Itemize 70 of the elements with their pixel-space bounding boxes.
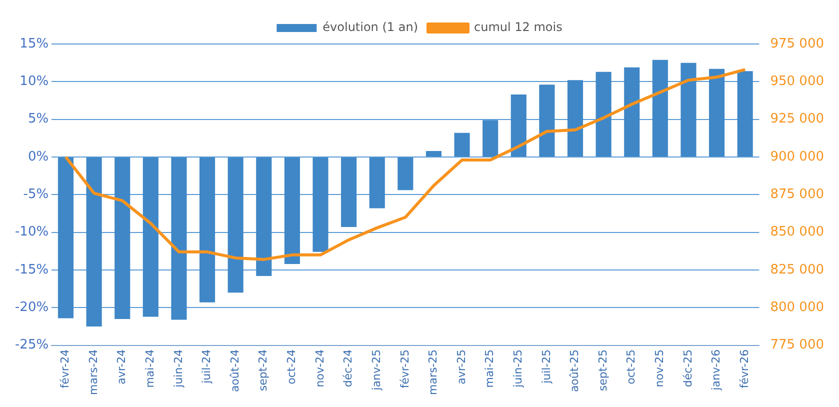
bar	[709, 68, 725, 156]
x-tick-label: avr-25	[454, 349, 468, 384]
legend-label: cumul 12 mois	[474, 20, 562, 34]
y2-tick-label: 775 000	[770, 338, 824, 353]
x-tick-label: févr-24	[58, 349, 72, 388]
x-tick-label: déc-24	[342, 349, 355, 388]
bar	[256, 157, 272, 276]
y-tick-label: 5%	[28, 112, 49, 127]
y2-tick-label: 900 000	[770, 149, 824, 164]
y2-tick-label: 925 000	[770, 112, 824, 127]
legend-label: évolution (1 an)	[322, 20, 418, 34]
bar	[199, 157, 216, 302]
bar	[680, 62, 696, 156]
bar	[171, 157, 187, 320]
x-tick-label: nov-25	[653, 349, 666, 388]
bar	[454, 132, 470, 156]
x-tick-label: juin-24	[172, 349, 185, 388]
bar	[426, 150, 442, 156]
bar	[567, 80, 584, 156]
y2-tick-label: 850 000	[770, 224, 824, 240]
x-tick-label: août-25	[568, 349, 582, 392]
bar	[539, 84, 555, 156]
x-tick-label: mars-24	[86, 349, 100, 396]
bar	[398, 157, 414, 190]
bar	[510, 94, 526, 156]
bar	[58, 157, 74, 318]
x-tick-label: juil-24	[200, 349, 214, 384]
bar	[341, 157, 357, 228]
y-tick-label: 0%	[28, 149, 49, 164]
x-tick-label: oct-25	[624, 349, 638, 384]
x-tick-label: avr-24	[115, 349, 128, 384]
bar	[596, 72, 612, 156]
x-tick-label: déc-25	[681, 349, 694, 388]
bar	[482, 120, 498, 156]
x-tick-label: mai-24	[144, 349, 157, 388]
bar	[142, 157, 158, 317]
x-tick-label: févr-26	[738, 349, 751, 388]
bar	[369, 157, 385, 208]
y-tick-label: -5%	[23, 187, 49, 202]
x-tick-label: juil-25	[540, 349, 553, 384]
y-tick-label: -20%	[14, 300, 49, 316]
y-tick-label: 10%	[20, 74, 49, 90]
y-tick-label: -15%	[14, 262, 49, 278]
bar	[284, 157, 300, 264]
x-tick-label: nov-24	[313, 349, 326, 388]
x-tick-label: mai-25	[483, 349, 496, 388]
bar	[624, 67, 640, 156]
y-tick-label: -25%	[14, 338, 49, 353]
x-tick-label: mars-25	[426, 349, 440, 396]
x-tick-label: janv-25	[370, 349, 383, 392]
x-tick-label: oct-24	[285, 349, 298, 384]
bar	[114, 157, 130, 319]
x-tick-label: janv-26	[710, 349, 723, 392]
x-tick-label: août-24	[228, 349, 242, 392]
x-tick-label: févr-25	[398, 349, 412, 388]
y-tick-label: 15%	[20, 36, 49, 52]
y2-tick-label: 825 000	[770, 262, 824, 278]
x-tick-label: sept-24	[256, 349, 270, 392]
bar	[86, 157, 102, 326]
y-tick-label: -10%	[14, 224, 49, 240]
x-tick-label: sept-25	[596, 349, 610, 392]
y2-tick-label: 950 000	[770, 74, 824, 90]
bar	[312, 157, 328, 252]
bar	[652, 60, 668, 156]
x-tick-label: juin-25	[512, 349, 524, 388]
y2-tick-label: 800 000	[770, 300, 824, 316]
bar	[737, 71, 753, 156]
y2-tick-label: 875 000	[770, 187, 824, 202]
y2-tick-label: 975 000	[770, 36, 824, 52]
bar	[228, 157, 244, 293]
